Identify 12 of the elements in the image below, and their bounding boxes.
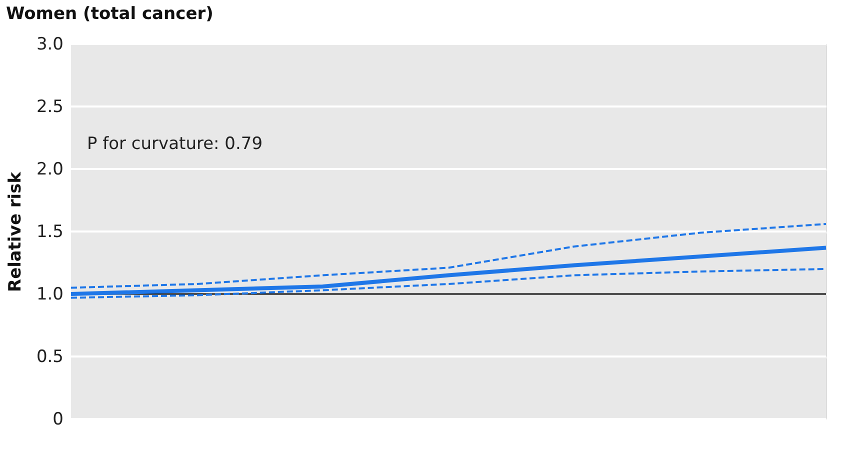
chart-title: Women (total cancer) (6, 4, 214, 24)
y-axis-title: Relative risk (5, 171, 26, 292)
y-tick-label: 0 (52, 410, 64, 430)
y-tick-label: 3.0 (36, 34, 64, 54)
annotation: P for curvature: 0.79 (87, 134, 263, 154)
line-series (70, 223, 827, 289)
line-series (69, 246, 828, 296)
y-tick-label: 0.5 (36, 347, 64, 367)
y-tick-label: 1.5 (36, 222, 64, 242)
y-tick-label: 1.0 (36, 284, 64, 304)
y-tick-label: 2.5 (36, 97, 64, 117)
y-tick-label: 2.0 (36, 160, 64, 180)
